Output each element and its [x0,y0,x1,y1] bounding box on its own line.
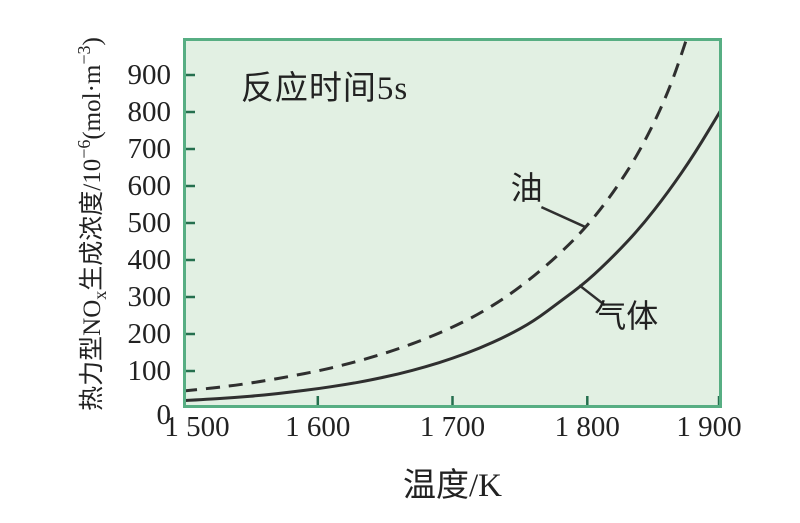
leader-line-gas [578,284,606,307]
x-tick-label-1800: 1 800 [554,411,620,443]
y-tick-label-600: 600 [127,170,172,202]
plot-background [183,38,722,408]
leader-line-oil [540,205,586,228]
annotation-reaction-time: 反应时间5s [240,70,409,107]
y-tick-label-500: 500 [127,207,172,239]
y-axis-label-superscript: −6 [74,139,94,159]
x-tick-label-1900: 1 900 [676,411,742,443]
plot-area [183,38,722,408]
y-tick-label-0: 0 [156,399,172,431]
plot-frame [183,38,722,408]
series-label-gas: 气体 [594,298,659,335]
x-tick-label-1700: 1 700 [419,411,486,443]
y-axis-label-unit: ) [79,37,106,46]
curve-oil [183,38,689,393]
x-axis-label: 温度/K [403,468,502,504]
y-tick-label-800: 800 [127,96,172,128]
y-tick-label-700: 700 [127,133,172,165]
series-label-oil: 油 [510,170,543,206]
y-tick-label-300: 300 [127,281,172,313]
x-tick-label-1500: 1 500 [164,411,230,443]
curve-gas [183,107,722,403]
y-tick-label-100: 100 [127,355,172,387]
y-tick-label-200: 200 [127,318,172,350]
y-axis-label-superscript: −3 [74,45,94,65]
y-tick-label-400: 400 [127,244,172,276]
y-tick-label-900: 900 [127,59,172,91]
x-tick-label-1600: 1 600 [285,411,351,443]
